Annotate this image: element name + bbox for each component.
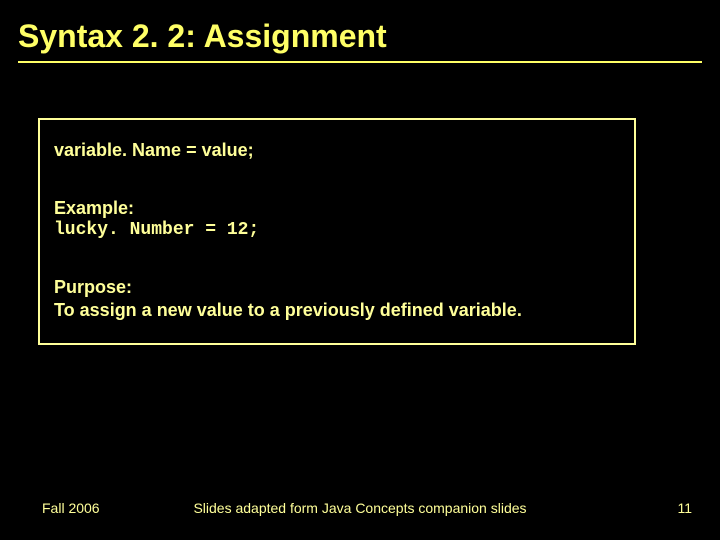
example-code: lucky. Number = 12; bbox=[54, 220, 620, 240]
syntax-box: variable. Name = value; Example: lucky. … bbox=[38, 118, 636, 345]
example-label: Example: bbox=[54, 197, 620, 220]
footer-attribution: Slides adapted form Java Concepts compan… bbox=[0, 500, 720, 516]
title-underline bbox=[18, 61, 702, 63]
slide-number: 11 bbox=[677, 500, 692, 516]
purpose-text: To assign a new value to a previously de… bbox=[54, 300, 620, 321]
syntax-pattern: variable. Name = value; bbox=[54, 140, 620, 161]
purpose-label: Purpose: bbox=[54, 276, 620, 299]
slide-title: Syntax 2. 2: Assignment bbox=[0, 0, 720, 55]
slide: Syntax 2. 2: Assignment variable. Name =… bbox=[0, 0, 720, 540]
